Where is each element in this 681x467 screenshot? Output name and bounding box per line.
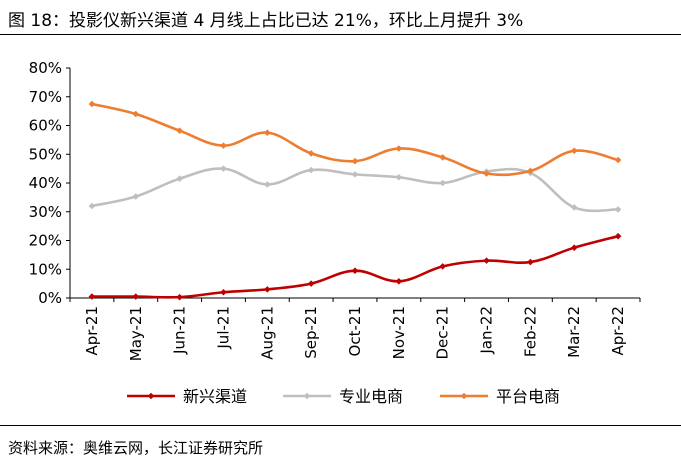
data-point: [483, 257, 490, 264]
data-point: [264, 181, 271, 188]
source-note: 资料来源：奥维云网，长江证券研究所: [8, 439, 264, 457]
data-point: [88, 293, 96, 300]
data-point: [176, 293, 183, 301]
data-point: [351, 157, 359, 165]
data-point: [570, 147, 578, 155]
data-point: [351, 171, 359, 178]
x-tick-label: Dec-21: [434, 306, 452, 360]
x-tick-labels: Apr-21 May-21 Jun-21 Jul-21 Aug-21 Sep-21 Oct-…: [83, 306, 627, 361]
data-point: [527, 167, 534, 175]
legend-item: 新兴渠道: [127, 387, 247, 406]
data-point: [307, 280, 315, 287]
data-point: [439, 154, 446, 161]
x-tick-label: Sep-21: [302, 306, 320, 359]
data-point: [307, 150, 315, 157]
legend-marker: [147, 392, 155, 400]
data-point: [220, 165, 227, 172]
legend-label: 新兴渠道: [183, 387, 247, 406]
data-point: [176, 175, 183, 182]
data-point: [439, 179, 446, 187]
y-tick-label: 30%: [29, 203, 62, 221]
series-line: [90, 234, 620, 299]
x-tick-label: Jul-21: [214, 306, 232, 350]
data-point: [88, 100, 96, 108]
y-tick-label: 70%: [29, 88, 62, 106]
x-tick-label: Mar-22: [565, 306, 583, 358]
series-layer: [88, 100, 622, 301]
data-point: [439, 263, 446, 270]
data-point: [395, 145, 403, 152]
legend-item: 专业电商: [283, 387, 403, 406]
x-tick-label: Apr-21: [83, 306, 101, 356]
y-tick-label: 0%: [38, 289, 62, 307]
line-chart: 0% 10% 20% 30% 40% 50% 60% 70% 80% Apr-21 May-21 J…: [29, 59, 641, 406]
x-tick-label: Nov-21: [390, 306, 408, 359]
x-tick-label: Oct-21: [346, 306, 364, 356]
data-point: [351, 267, 359, 274]
data-point: [614, 232, 622, 240]
data-point: [264, 286, 271, 293]
y-tick-label: 80%: [29, 59, 62, 77]
y-tick-label: 40%: [29, 174, 62, 192]
x-tick-label: Aug-21: [258, 306, 276, 360]
figure-title: 图 18：投影仪新兴渠道 4 月线上占比已达 21%，环比上月提升 3%: [8, 11, 524, 31]
data-point: [614, 206, 622, 213]
data-point: [307, 166, 315, 174]
data-point: [570, 244, 578, 251]
y-tick-label: 50%: [29, 145, 62, 163]
legend-item: 平台电商: [440, 387, 560, 406]
data-point: [264, 129, 271, 136]
series-1: [88, 232, 622, 301]
footer-rule: [0, 425, 681, 426]
data-point: [132, 293, 140, 300]
chart-axes: [66, 67, 641, 302]
title-rule: [0, 34, 681, 35]
data-point: [395, 173, 403, 181]
series-2: [88, 165, 622, 213]
y-tick-label: 10%: [29, 260, 62, 278]
legend-marker: [460, 392, 468, 400]
x-tick-label: Apr-22: [609, 306, 627, 356]
x-tick-label: Jan-22: [478, 306, 496, 355]
data-point: [88, 202, 96, 210]
data-point: [483, 170, 490, 177]
y-tick-label: 60%: [29, 117, 62, 135]
data-point: [527, 258, 534, 266]
chart-legend: 新兴渠道 专业电商 平台电商: [127, 387, 560, 406]
x-tick-label: May-21: [127, 306, 145, 361]
legend-label: 专业电商: [339, 387, 403, 406]
data-point: [220, 288, 227, 296]
data-point: [176, 127, 183, 134]
y-tick-labels: 0% 10% 20% 30% 40% 50% 60% 70% 80%: [29, 59, 62, 307]
data-point: [395, 278, 403, 285]
data-point: [132, 110, 140, 118]
legend-label: 平台电商: [496, 387, 560, 406]
data-point: [132, 193, 140, 200]
data-point: [614, 156, 622, 164]
series-3: [88, 100, 622, 177]
data-point: [570, 204, 578, 211]
data-point: [220, 142, 227, 149]
x-tick-label: Feb-22: [521, 306, 539, 357]
legend-marker: [303, 392, 311, 400]
x-tick-label: Jun-21: [171, 306, 189, 355]
y-tick-label: 20%: [29, 232, 62, 250]
